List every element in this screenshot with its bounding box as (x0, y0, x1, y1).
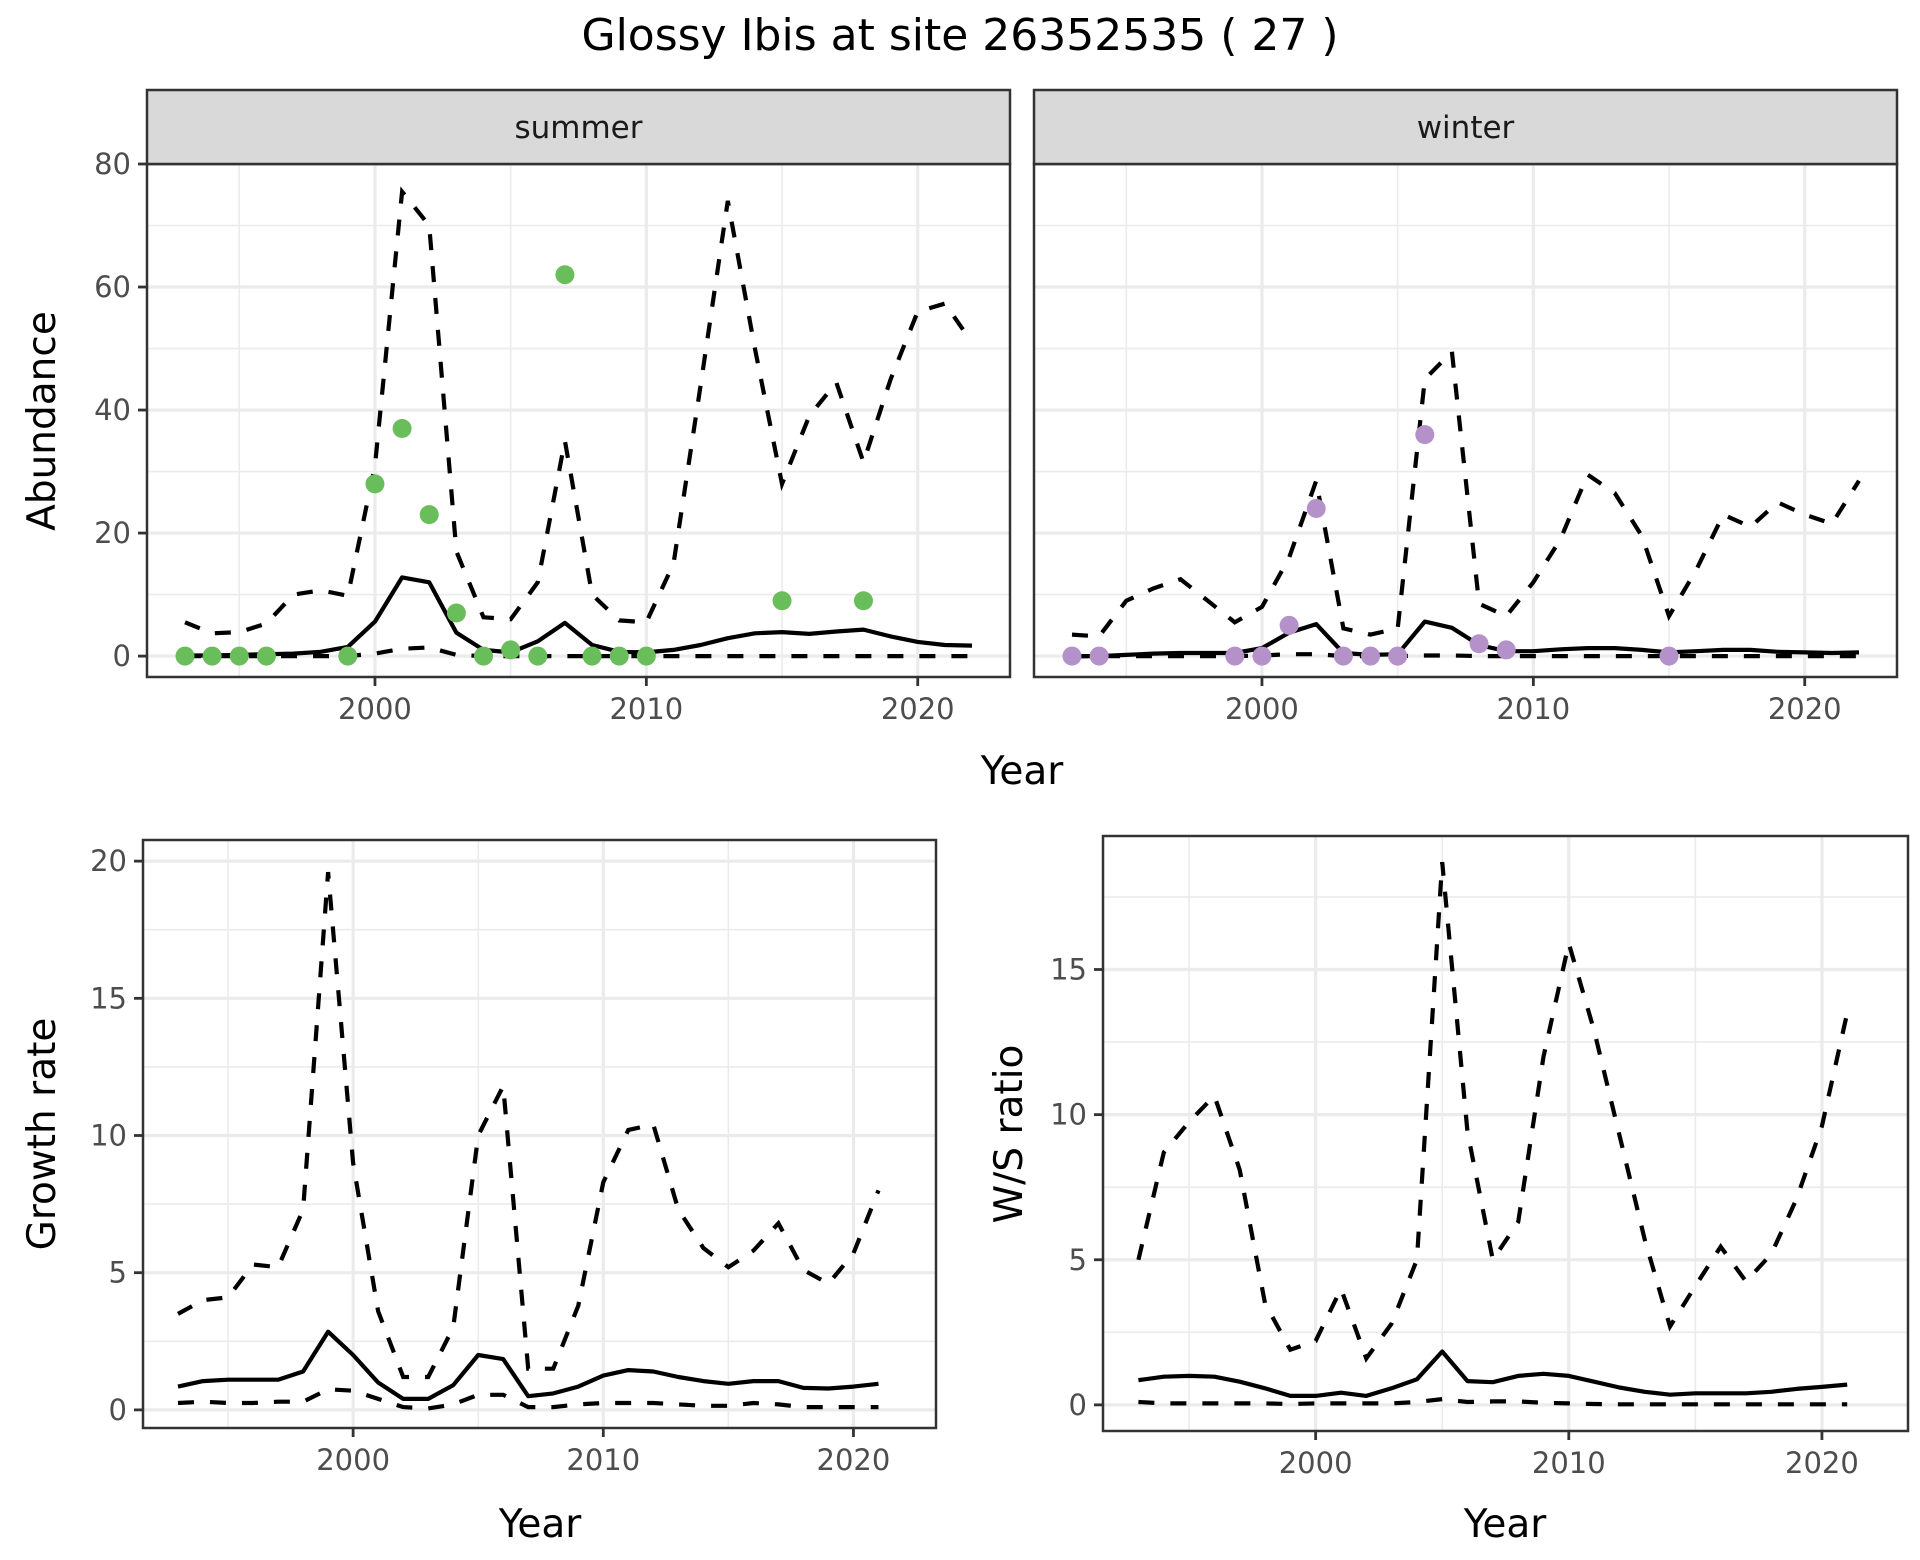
observed-count-point (202, 646, 222, 666)
panel-background (147, 164, 1010, 677)
y-tick-label: 0 (113, 639, 131, 673)
observed-count-point (365, 474, 385, 494)
y-tick-label: 0 (109, 1393, 127, 1427)
series-group (176, 871, 881, 1411)
y-tick-label: 0 (1069, 1388, 1087, 1422)
observed-count-point (1225, 646, 1245, 666)
panel-background (1103, 836, 1908, 1431)
estimate-line (185, 575, 973, 658)
observed-count-point (1388, 646, 1408, 666)
x-tick-label: 2010 (609, 692, 683, 726)
observed-count-point (338, 646, 358, 666)
observed-count-point (175, 646, 195, 666)
observed-count-point (474, 646, 494, 666)
panel-background (1034, 164, 1897, 677)
observed-count-point (1089, 646, 1109, 666)
observed-count-point (229, 646, 249, 666)
series-group (1136, 861, 1850, 1407)
observed-count-point (501, 640, 521, 660)
x-tick-label: 2010 (566, 1443, 640, 1477)
lower-bound-line (185, 645, 972, 659)
x-tick-label: 2020 (817, 1443, 891, 1477)
top-x-axis-title: Year (980, 749, 1065, 794)
observed-count-point (1333, 646, 1353, 666)
panel-border (1101, 834, 1910, 1433)
observed-count-point (1659, 646, 1679, 666)
x-tick-label: 2000 (316, 1443, 390, 1477)
observed-count-point (528, 646, 548, 666)
x-tick-label: 2010 (1532, 1446, 1606, 1480)
y-tick-label: 15 (90, 981, 127, 1015)
y-tick-label: 40 (94, 393, 131, 427)
panel-summer-abundance: 2000 2010 2020 0 20 40 60 80 summer (94, 88, 1012, 726)
ws-x-axis-title: Year (1463, 1502, 1548, 1547)
x-tick-label: 2020 (881, 692, 955, 726)
y-tick-label: 15 (1050, 953, 1087, 987)
x-tick-label: 2020 (1785, 1446, 1859, 1480)
observed-count-point (853, 591, 873, 611)
observed-count-point (1252, 646, 1272, 666)
observed-count-point (419, 505, 439, 525)
estimate-line (1138, 1349, 1848, 1398)
panel-ws-ratio: 2000 2010 2020 0 5 10 15 (1050, 834, 1910, 1480)
observed-count-point (555, 265, 575, 285)
upper-bound-line (184, 186, 974, 636)
observed-count-point (392, 418, 412, 438)
facet-strip (1032, 88, 1899, 166)
observed-count-point (772, 591, 792, 611)
panel-border (141, 838, 938, 1430)
series-group (1062, 346, 1861, 666)
estimate-line (1072, 619, 1860, 659)
y-tick-label: 20 (94, 516, 131, 550)
y-tick-label: 20 (90, 844, 127, 878)
upper-bound-line (1136, 861, 1850, 1363)
chart-title: Glossy Ibis at site 26352535 ( 27 ) (581, 10, 1338, 61)
facet-strip-label: winter (1417, 110, 1515, 146)
x-tick-label: 2000 (1225, 692, 1299, 726)
panel-growth-rate: 2000 2010 2020 0 5 10 15 20 (90, 838, 938, 1477)
summer-y-axis-title: Abundance (20, 311, 65, 531)
y-tick-label: 10 (1050, 1098, 1087, 1132)
y-tick-label: 80 (94, 147, 131, 181)
observed-count-point (609, 646, 629, 666)
observed-count-point (1306, 498, 1326, 518)
observed-count-point (1279, 615, 1299, 635)
y-tick-label: 5 (109, 1256, 127, 1290)
observed-count-point (1062, 646, 1082, 666)
observed-count-point (636, 646, 656, 666)
observed-count-point (446, 603, 466, 623)
observed-count-point (1415, 425, 1435, 445)
upper-bound-line (176, 871, 881, 1380)
x-tick-label: 2000 (338, 692, 412, 726)
lower-bound-line (177, 1387, 879, 1411)
y-tick-label: 5 (1069, 1243, 1087, 1277)
lower-bound-line (1072, 652, 1859, 659)
facet-strip-label: summer (514, 110, 642, 146)
growth-x-axis-title: Year (498, 1502, 583, 1547)
x-tick-label: 2010 (1496, 692, 1570, 726)
observed-count-point (1469, 634, 1489, 654)
ws-y-axis-title: W/S ratio (987, 1045, 1032, 1224)
x-tick-label: 2020 (1768, 692, 1842, 726)
observed-count-point (1496, 640, 1516, 660)
estimate-line (177, 1329, 879, 1401)
observed-count-point (582, 646, 602, 666)
panel-winter-abundance: 2000 2010 2020 winter (1032, 88, 1899, 726)
y-tick-label: 60 (94, 270, 131, 304)
growth-y-axis-title: Growth rate (20, 1018, 65, 1251)
observed-count-point (256, 646, 276, 666)
lower-bound-line (1138, 1396, 1848, 1407)
observed-count-point (1361, 646, 1381, 666)
y-tick-label: 10 (90, 1119, 127, 1153)
x-tick-label: 2000 (1279, 1446, 1353, 1480)
facet-strip (145, 88, 1012, 166)
series-group (175, 186, 974, 666)
